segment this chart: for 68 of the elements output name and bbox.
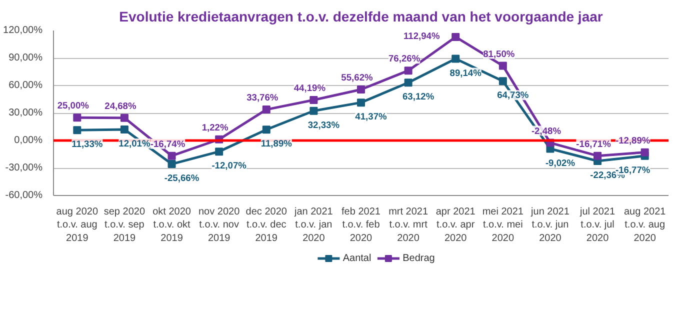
data-label: 11,89% [260,138,293,149]
point [262,126,270,134]
point [168,152,176,160]
point [498,77,507,86]
y-tick-label: 60,00% [8,80,43,91]
point [215,148,224,156]
point [498,62,507,70]
point [452,54,460,63]
point [310,106,318,115]
data-label: 64,73% [497,90,530,100]
data-label: -9,02% [545,158,576,168]
data-label: -16,71% [576,138,612,149]
x-tick-label: mrt 2021 t.o.v. mrt 2020 [388,206,428,244]
point [452,32,460,41]
point [168,160,176,168]
x-tick-label: feb 2021 t.o.v. feb 2020 [342,206,381,244]
data-label: 41,37% [355,112,388,122]
point [73,126,82,134]
x-tick-label: apr 2021 t.o.v. apr 2020 [436,206,476,244]
data-label: 1,22% [202,122,230,132]
point [404,66,412,75]
data-label: 32,33% [308,120,340,130]
data-label: 89,14% [450,68,482,78]
data-label: 24,68% [104,100,137,111]
point [120,114,128,122]
data-label: 25,00% [57,100,90,111]
data-label: 63,12% [402,92,435,102]
x-tick-label: okt 2020 t.o.v. okt 2019 [152,206,192,244]
point [357,98,365,107]
data-label: 76,26% [388,54,421,64]
data-label: 12,01% [118,138,151,148]
x-tick-label: jan 2021 t.o.v. jan 2020 [294,206,334,244]
legend-label: Bedrag [402,253,435,264]
x-tick-label: nov 2020 t.o.v. nov 2019 [198,206,240,244]
data-label: 33,76% [246,92,279,103]
y-tick-label: 30,00% [8,108,43,118]
legend-label: Aantal [342,253,372,264]
data-label: -2,48% [531,126,562,136]
point [404,78,412,87]
x-tick-label: aug 2021 t.o.v. aug 2020 [624,206,666,244]
y-tick-label: 90,00% [8,52,43,64]
x-tick-label: aug 2020 t.o.v. aug 2019 [56,206,98,244]
point [262,106,270,114]
y-tick-label: 120,00% [3,25,43,36]
chart-title: Evolutie kredietaanvragen t.o.v. dezelfde maand van het voorgaande jaar [119,8,604,24]
point [640,148,649,156]
data-label: -12,07% [212,160,248,171]
y-tick-label: -60,00% [5,190,43,201]
data-label: 11,33% [72,139,104,150]
y-tick-label: -30,00% [5,162,43,174]
point [73,114,82,122]
point [120,125,128,134]
data-label: -16,74% [150,138,186,149]
x-tick-label: mei 2021 t.o.v. mei 2020 [482,206,524,244]
data-label: -25,66% [164,173,200,184]
x-tick-label: sep 2020 t.o.v. sep 2019 [104,206,146,244]
x-tick-label: jun 2021 t.o.v. jun 2020 [530,206,570,244]
y-tick-label: 0,00% [14,135,43,146]
point [357,86,365,94]
point [594,152,602,160]
data-label: 44,19% [294,82,326,93]
data-label: 55,62% [341,72,374,83]
point [310,96,318,104]
data-label: -12,89% [615,135,651,146]
x-tick-label: jul 2021 t.o.v. jul 2020 [579,206,616,244]
data-label: 81,50% [483,48,516,59]
data-label: 112,94% [403,30,440,41]
x-tick-label: dec 2020 t.o.v. dec 2019 [246,206,288,244]
